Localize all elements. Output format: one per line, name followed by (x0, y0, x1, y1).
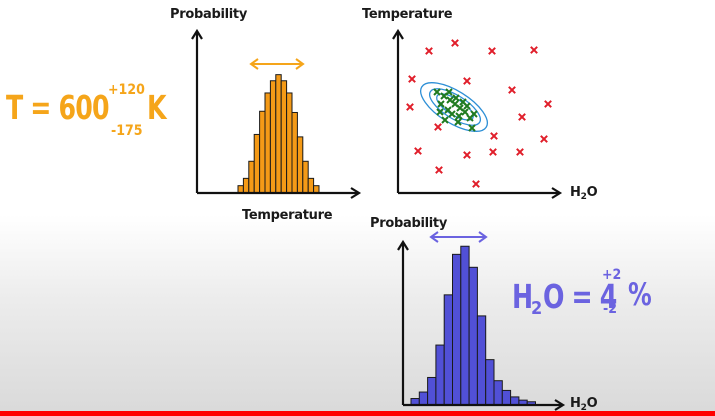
temp-hist-x-arrow (350, 187, 362, 199)
scatter-red-point (434, 123, 442, 131)
h2o-hist-bar (452, 253, 462, 406)
scatter-green-point (445, 88, 453, 96)
scatter-red-point (516, 148, 524, 156)
h2o-hist-y-arrow (397, 239, 409, 251)
h2o-hist-bar (485, 359, 495, 406)
scatter-green-point (452, 94, 460, 102)
scatter-green-point (454, 118, 462, 126)
scatter-red-point (518, 113, 526, 121)
scatter-xlabel-sub: 2 (580, 192, 587, 202)
scatter-xlabel-h: H (570, 185, 581, 200)
scatter-red-point (540, 135, 548, 143)
scatter-ylabel: Temperature (362, 7, 453, 22)
h2o-hist-xlabel-sub: 2 (580, 403, 587, 413)
scatter-green-point (437, 100, 445, 108)
h2o-result: H 2 O = 4 +2 -2 % (512, 265, 682, 325)
temperature-lhs: T = 600 (6, 88, 109, 127)
scatter-green-point (436, 108, 444, 116)
bottom-progress-line (0, 411, 715, 416)
scatter-red-point (508, 86, 516, 94)
temperature-unit: K (147, 88, 167, 127)
scatter-red-point (544, 100, 552, 108)
temperature-result: T = 600 +120 -175 K (6, 78, 186, 158)
temperature-plus: +120 (108, 82, 145, 98)
h2o-hist-bar (418, 391, 429, 406)
scatter-green-point (455, 112, 463, 120)
scatter-red-point (406, 103, 414, 111)
scatter-green-point (433, 88, 441, 96)
scatter-red-point (425, 47, 433, 55)
scatter-red-point (414, 147, 422, 155)
h2o-hist-ylabel: Probability (370, 216, 448, 231)
scatter-x-arrow (551, 187, 563, 199)
temp-hist-bars (237, 74, 320, 194)
scatter-green-point (441, 116, 449, 124)
scatter-green-points (433, 88, 478, 132)
scatter-red-point (408, 75, 416, 83)
scatter-red-points (406, 39, 552, 188)
temp-hist-ylabel: Probability (170, 7, 248, 22)
h2o-hist-bar (427, 376, 437, 406)
scatter-green-point (461, 108, 469, 116)
h2o-hist-bar (443, 294, 454, 406)
scatter-red-point (463, 151, 471, 159)
h2o-hist-bar (501, 389, 512, 406)
scatter-xlabel-o: O (586, 185, 598, 200)
h2o-hist-x-arrow (554, 399, 566, 411)
h2o-result-minus: -2 (603, 301, 617, 317)
scatter-red-point (530, 46, 538, 54)
scatter-red-point (489, 148, 497, 156)
h2o-hist-bar (476, 315, 487, 406)
h2o-result-sub: 2 (531, 298, 543, 319)
temp-width-arrow (249, 58, 305, 70)
scatter-y-arrow (392, 28, 404, 40)
h2o-result-plus: +2 (602, 267, 622, 283)
scatter-green-point (468, 124, 476, 132)
scatter-green-point (448, 110, 456, 118)
scatter-red-point (490, 132, 498, 140)
h2o-hist-xlabel-o: O (586, 396, 598, 411)
h2o-hist-bars (410, 245, 537, 406)
h2o-hist-bar (510, 396, 520, 406)
h2o-result-h: H (512, 277, 534, 316)
scatter-green-point (463, 102, 471, 110)
temperature-minus: -175 (111, 123, 143, 139)
scatter-red-point (463, 77, 471, 85)
h2o-hist-bar (460, 245, 470, 406)
scatter-xlabel: H2O (570, 185, 598, 202)
scatter-green-point (470, 110, 478, 118)
scatter-red-point (451, 39, 459, 47)
h2o-hist-bar (468, 266, 478, 406)
h2o-hist-bar (435, 344, 445, 406)
h2o-width-arrow (429, 231, 488, 243)
scatter-red-point (488, 47, 496, 55)
h2o-hist-xlabel-h: H (570, 396, 581, 411)
h2o-hist-xlabel: H2O (570, 396, 598, 413)
h2o-hist-bar (493, 380, 503, 406)
h2o-result-unit: % (628, 277, 652, 313)
scatter-red-point (472, 180, 480, 188)
temp-hist-xlabel: Temperature (242, 208, 333, 223)
temp-hist-y-arrow (191, 28, 203, 40)
h2o-result-rest: O = 4 (543, 277, 617, 316)
scatter-red-point (435, 166, 443, 174)
